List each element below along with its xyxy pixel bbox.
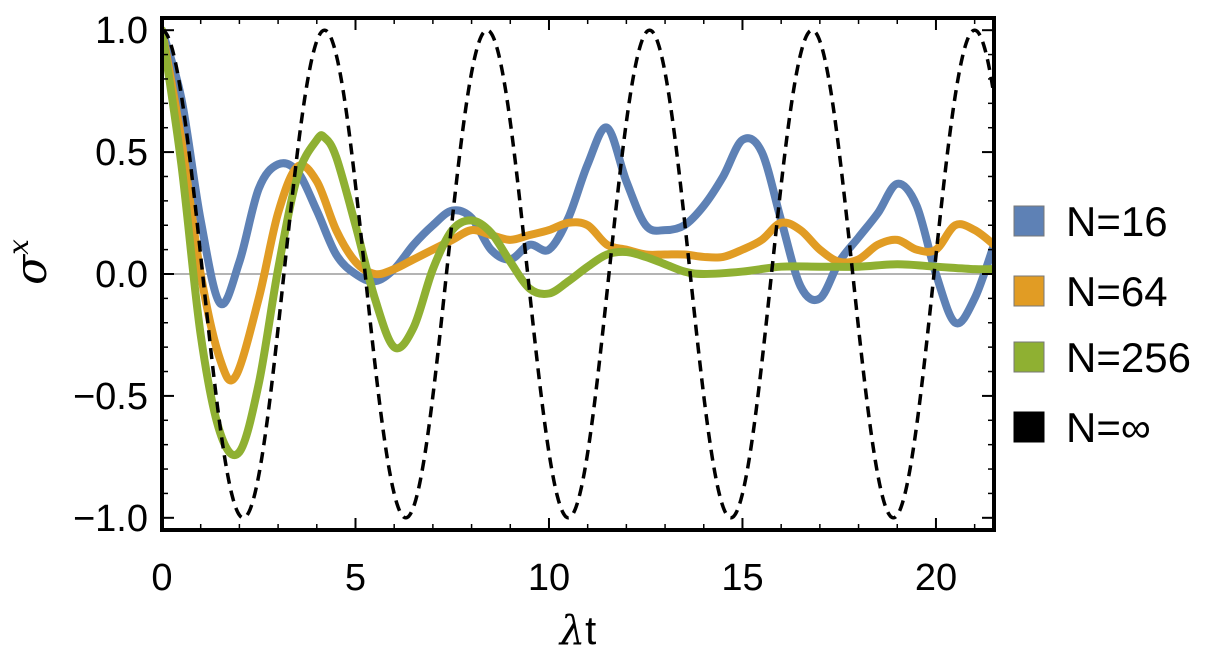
x-tick-label: 15 bbox=[721, 557, 763, 599]
tick-layer: 0 5 10 15 20 −1.0 −0.5 0.0 0.5 1.0 bbox=[73, 10, 994, 599]
series-layer bbox=[162, 26, 994, 520]
y-tick-label: −0.5 bbox=[73, 376, 148, 418]
x-tick-label: 10 bbox=[528, 557, 570, 599]
legend-label: N=256 bbox=[1066, 334, 1191, 381]
x-axis-symbol: λ bbox=[558, 608, 585, 654]
x-tick-label: 0 bbox=[151, 557, 172, 599]
y-tick-label: −1.0 bbox=[73, 498, 148, 540]
y-tick-label: 0.5 bbox=[95, 132, 148, 174]
legend-swatch bbox=[1013, 341, 1045, 373]
legend-swatch bbox=[1013, 205, 1045, 237]
y-tick-label: 0.0 bbox=[95, 254, 148, 296]
y-axis-symbol: σ bbox=[6, 253, 57, 285]
x-tick-label: 5 bbox=[345, 557, 366, 599]
legend-label: N=64 bbox=[1066, 268, 1168, 315]
svg-text:σx: σx bbox=[2, 239, 57, 285]
x-axis-text: t bbox=[585, 609, 596, 653]
legend-swatch bbox=[1013, 275, 1045, 307]
legend-swatch bbox=[1013, 411, 1045, 443]
legend: N=16 N=64 N=256 N=∞ bbox=[1013, 198, 1191, 451]
y-axis-superscript: x bbox=[2, 239, 35, 255]
legend-label: N=16 bbox=[1066, 198, 1168, 245]
y-tick-label: 1.0 bbox=[95, 10, 148, 52]
legend-label: N=∞ bbox=[1066, 404, 1151, 451]
series-line-0 bbox=[162, 26, 994, 328]
series-line-1 bbox=[162, 26, 994, 385]
series-line-2 bbox=[162, 26, 994, 459]
y-axis-title: σx bbox=[2, 239, 57, 285]
x-axis-title: λt bbox=[558, 608, 596, 654]
x-tick-label: 20 bbox=[915, 557, 957, 599]
